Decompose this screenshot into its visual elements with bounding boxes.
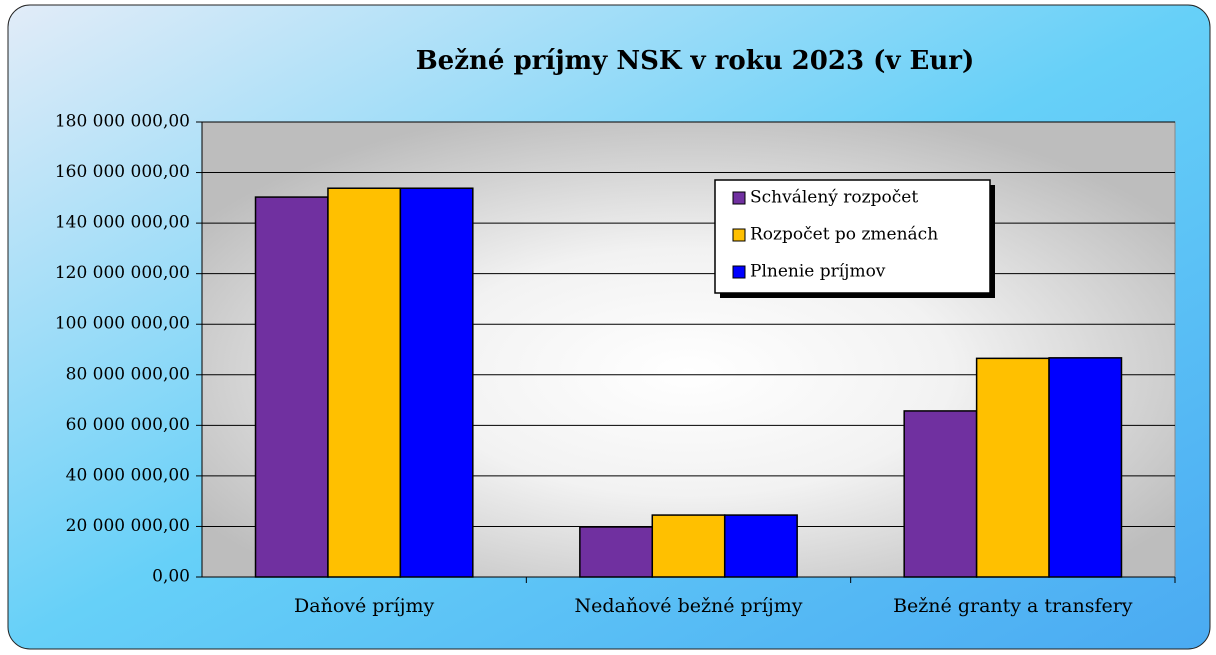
x-tick-label: Daňové príjmy <box>294 595 434 617</box>
legend-label: Schválený rozpočet <box>750 188 918 208</box>
legend-label: Rozpočet po zmenách <box>750 225 938 245</box>
y-tick-label: 140 000 000,00 <box>55 213 190 233</box>
legend-swatch <box>732 228 746 242</box>
y-tick-label: 80 000 000,00 <box>66 364 190 384</box>
bar <box>1048 357 1123 578</box>
bar <box>975 357 1050 578</box>
legend-box <box>714 179 991 294</box>
y-tick-label: 100 000 000,00 <box>55 314 190 334</box>
y-tick-label: 60 000 000,00 <box>66 415 190 435</box>
bar <box>254 196 329 578</box>
x-tick-label: Bežné granty a transfery <box>893 595 1133 617</box>
bar <box>903 410 978 578</box>
y-tick-label: 20 000 000,00 <box>66 516 190 536</box>
bar <box>327 187 402 578</box>
x-tick-label: Nedaňové bežné príjmy <box>575 595 803 617</box>
bar <box>399 187 474 578</box>
chart-title: Bežné príjmy NSK v roku 2023 (v Eur) <box>416 46 975 76</box>
bar <box>723 514 798 578</box>
y-tick-label: 120 000 000,00 <box>55 263 190 283</box>
y-tick-label: 180 000 000,00 <box>55 112 190 132</box>
y-tick-label: 160 000 000,00 <box>55 162 190 182</box>
bar <box>579 526 654 578</box>
y-tick-label: 0,00 <box>152 567 190 587</box>
legend-label: Plnenie príjmov <box>750 262 886 282</box>
legend-swatch <box>732 191 746 205</box>
legend: Schválený rozpočet Rozpočet po zmenách Pln… <box>714 179 995 298</box>
y-tick-label: 40 000 000,00 <box>66 465 190 485</box>
legend-swatch <box>732 265 746 279</box>
bar <box>651 514 726 578</box>
